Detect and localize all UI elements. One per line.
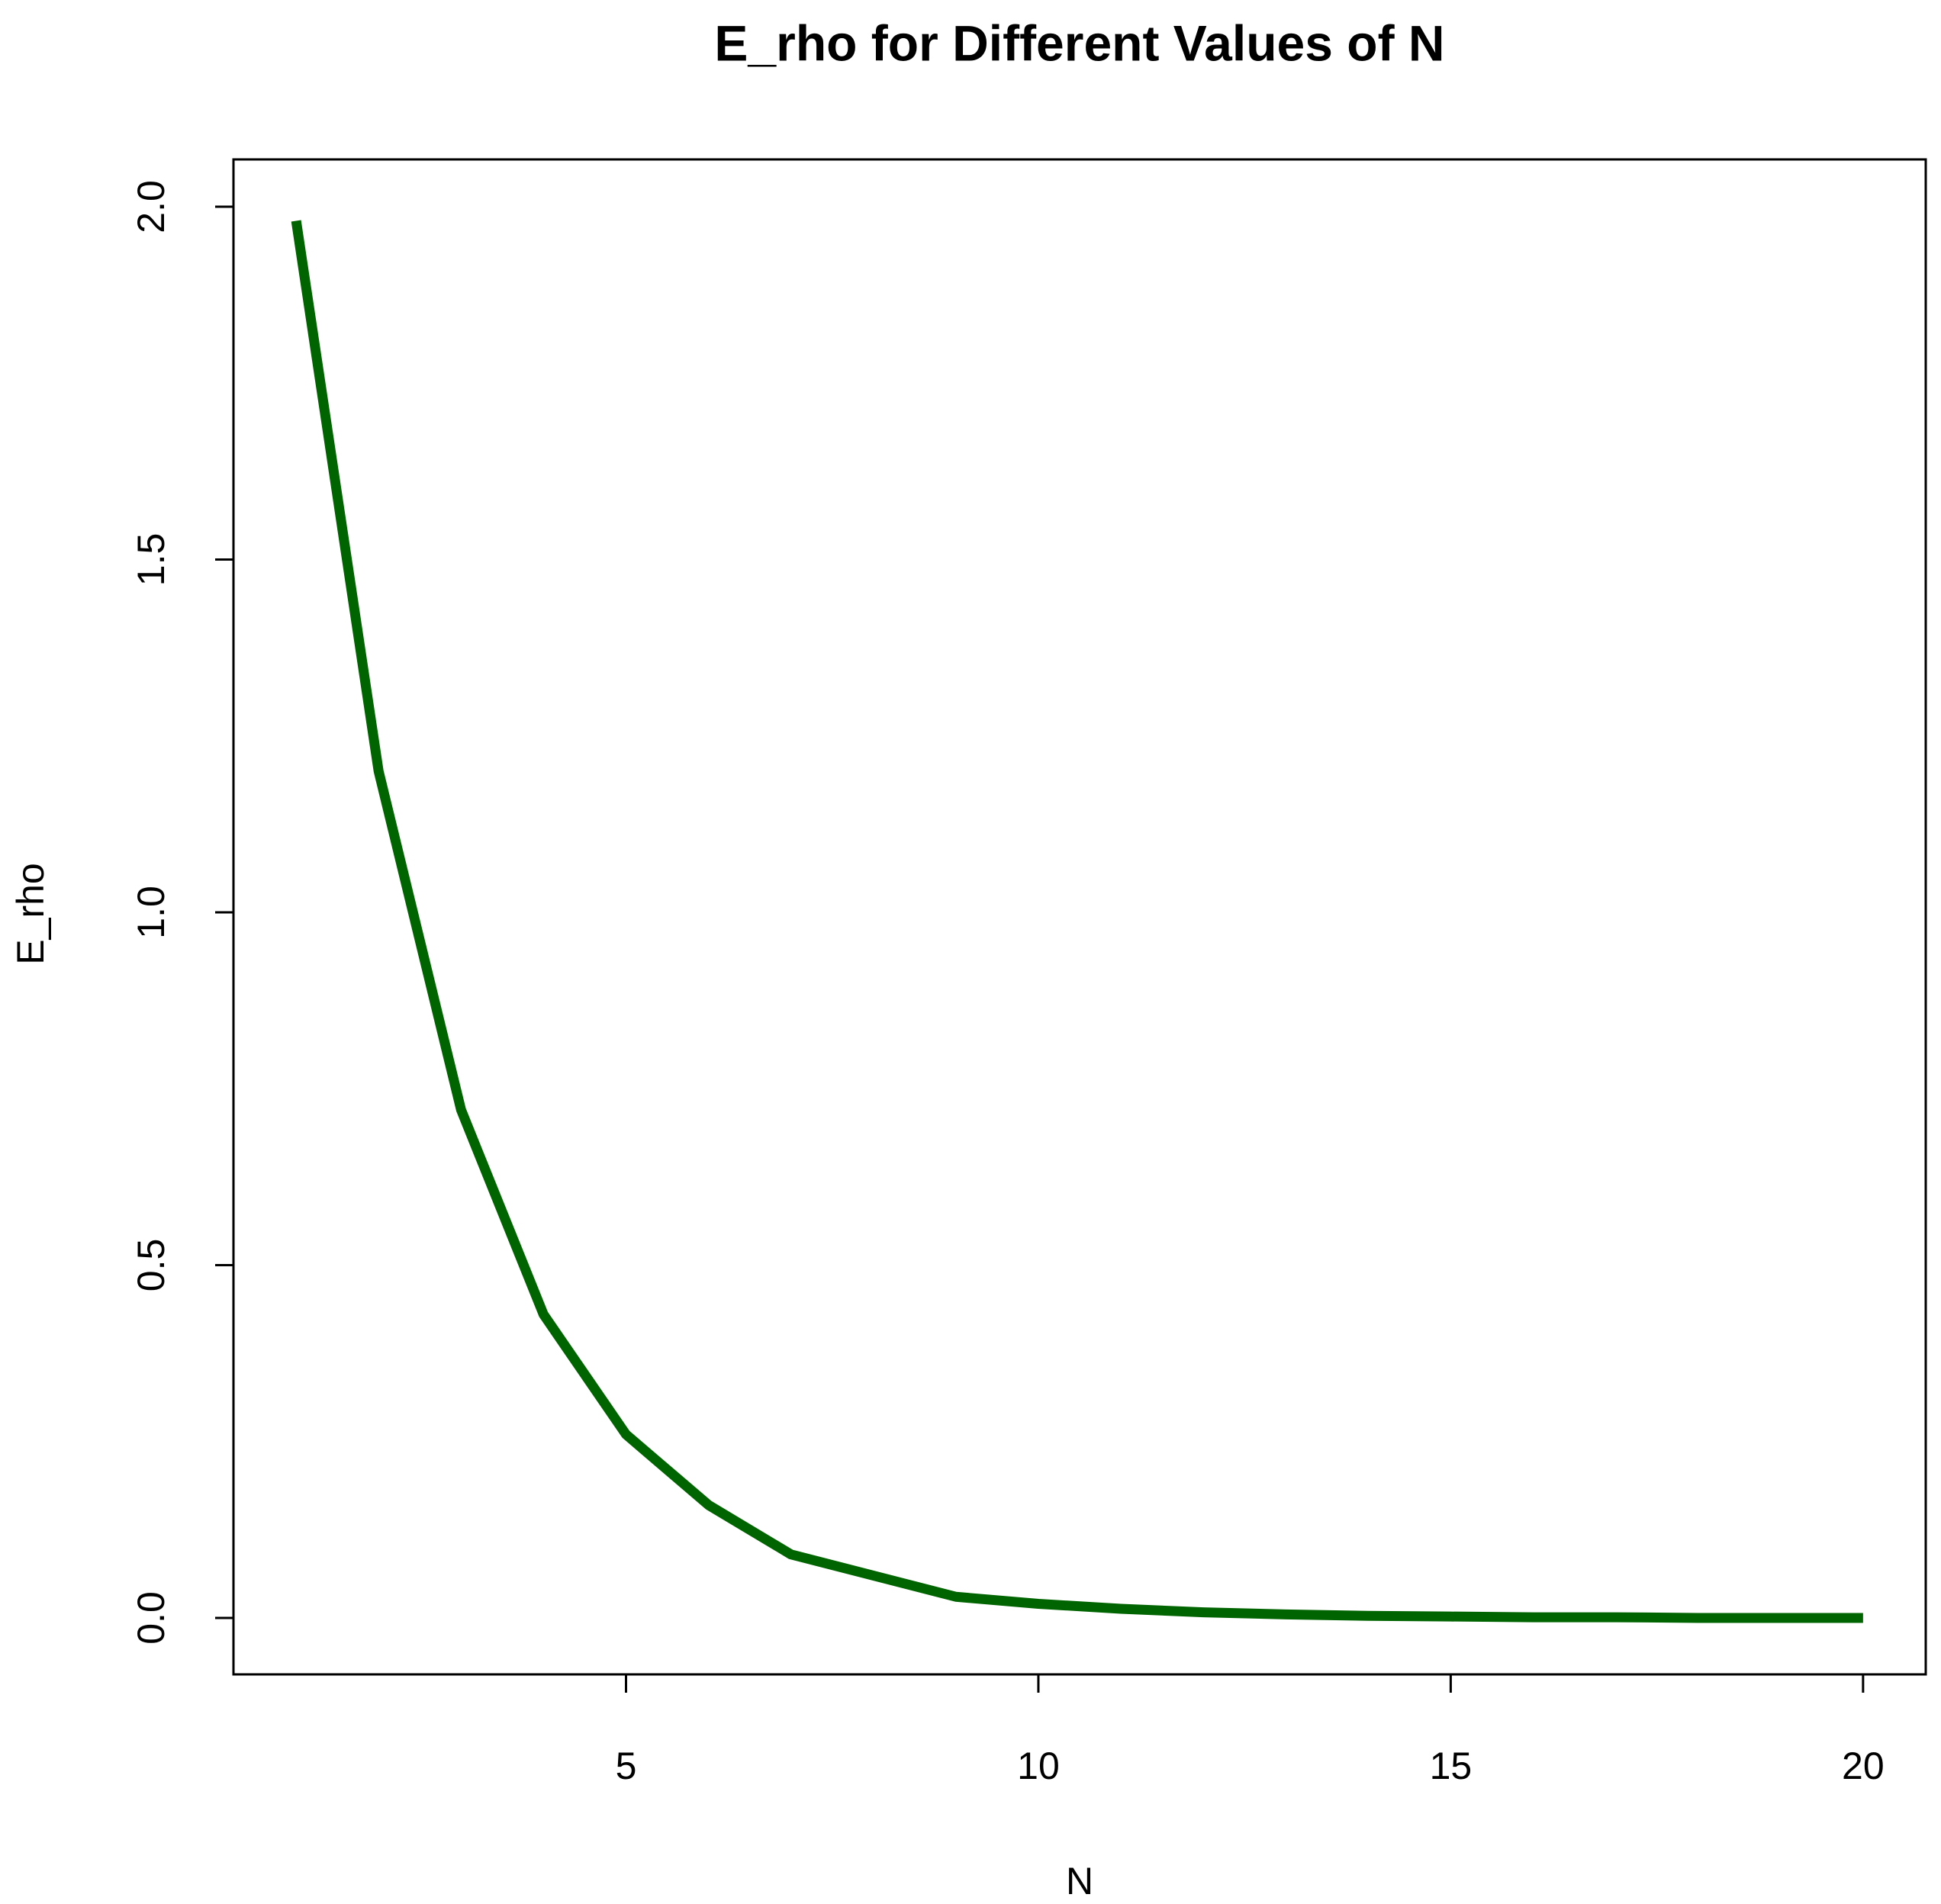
x-tick-label: 10	[1017, 1745, 1060, 1787]
y-tick-label: 1.5	[130, 533, 172, 587]
y-tick-label: 0.0	[130, 1591, 172, 1645]
chart-title: E_rho for Different Values of N	[714, 14, 1444, 71]
x-tick-label: 5	[616, 1745, 637, 1787]
x-tick-label: 15	[1430, 1745, 1473, 1787]
y-tick-label: 1.0	[130, 886, 172, 939]
x-axis-label: N	[1066, 1860, 1093, 1902]
y-tick-label: 0.5	[130, 1239, 172, 1292]
x-tick-label: 20	[1842, 1745, 1885, 1787]
line-series	[291, 220, 1863, 1623]
y-axis-label: E_rho	[9, 863, 52, 964]
y-tick-label: 2.0	[130, 180, 172, 233]
